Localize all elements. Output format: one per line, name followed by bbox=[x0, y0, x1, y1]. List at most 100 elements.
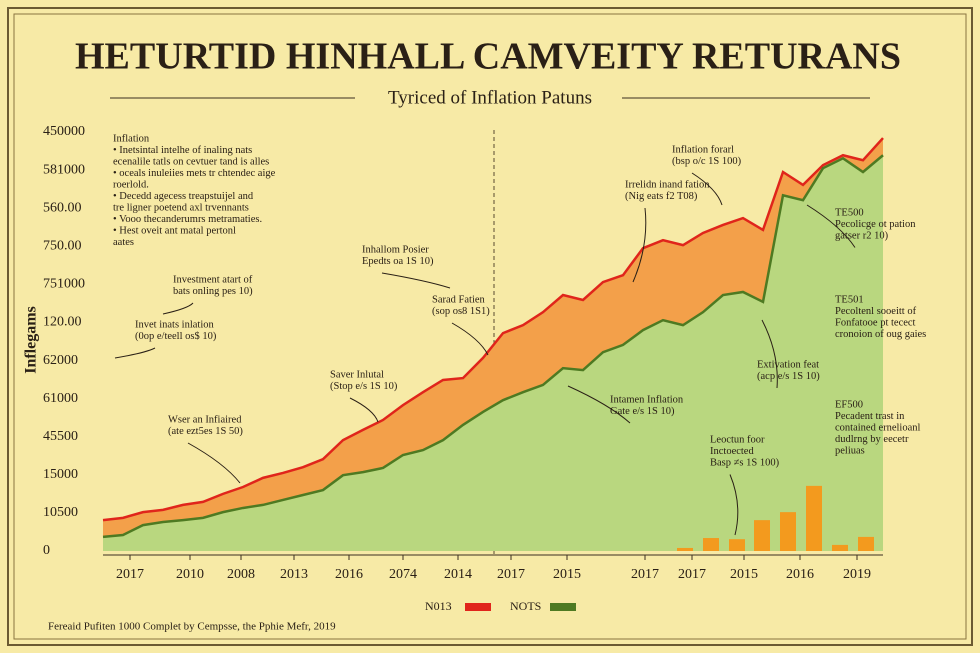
annotation-text: Epedts oa 1S 10) bbox=[362, 256, 434, 267]
x-tick-label: 2017 bbox=[631, 567, 659, 582]
y-tick-label: 61000 bbox=[43, 391, 78, 406]
annotation-box bbox=[109, 131, 284, 231]
line bbox=[102, 137, 884, 522]
annotation-text: (Stop e/s 1S 10) bbox=[330, 381, 398, 392]
annotation-text: Inflation bbox=[113, 133, 150, 144]
y-tick-label: 45500 bbox=[43, 429, 78, 444]
bar bbox=[832, 544, 848, 551]
annotation-text: Investment atart of bbox=[173, 274, 253, 285]
x-tick-label: 2013 bbox=[280, 567, 308, 582]
annotation-text: tre ligner poetend axl trvennants bbox=[113, 202, 249, 213]
x-tick-label: 2017 bbox=[497, 567, 525, 582]
annotation-arrow bbox=[187, 442, 241, 484]
annotation-arrow bbox=[761, 319, 778, 389]
chart-subtitle: Tyriced of Inflation Patuns bbox=[388, 87, 592, 108]
x-tick-label: 2074 bbox=[389, 567, 417, 582]
annotation-text: Pecolicge ot pation bbox=[835, 219, 916, 230]
y-tick-label: 62000 bbox=[43, 353, 78, 368]
annotation-text: • Inetsintal intelhe of inaling nats bbox=[113, 145, 252, 156]
annotation-text: Inctoected bbox=[710, 446, 754, 457]
annotation-text: • Hest oveit ant matal pertonl bbox=[113, 225, 236, 236]
annotation-arrow bbox=[381, 272, 451, 289]
annotation-text: Intamen Inflation bbox=[610, 394, 684, 405]
annotation-arrow bbox=[632, 207, 647, 283]
annotation-arrow bbox=[349, 397, 379, 423]
annotation-text: contained ernelioanl bbox=[835, 422, 921, 433]
annotation-text: roerlold. bbox=[113, 179, 149, 190]
bar bbox=[703, 538, 719, 551]
annotation-arrow bbox=[451, 322, 489, 356]
y-tick-label: 15000 bbox=[43, 467, 78, 482]
legend-swatch bbox=[465, 603, 491, 611]
annotation-text: Fonfatooe pt tecect bbox=[835, 317, 916, 328]
annotation-text: gatser r2 10) bbox=[835, 230, 889, 241]
bar bbox=[754, 520, 770, 551]
annotation-text: (0op e/teell os$ 10) bbox=[135, 331, 217, 342]
annotation-text: (ate ezt5es 1S 50) bbox=[168, 426, 243, 437]
bar bbox=[729, 539, 745, 551]
annotation-text: bats onling pes 10) bbox=[173, 286, 253, 297]
chart-title: HETURTID HINHALL CAMVEITY RETURANS bbox=[75, 36, 901, 78]
annotation-text: (Nig eats f2 T08) bbox=[625, 191, 698, 202]
annotation-text: Irrelidn inand fation bbox=[625, 179, 710, 190]
annotation-text: • oceals inuleiies mets tr chtendec aige bbox=[113, 168, 276, 179]
annotation-text: Inhallom Posier bbox=[362, 244, 429, 255]
footer: Fereaid Pufiten 1000 Complet by Cempsse,… bbox=[48, 621, 336, 633]
annotation-text: Sarad Fatien bbox=[432, 294, 486, 305]
annotation-arrow bbox=[114, 347, 156, 359]
bar bbox=[780, 512, 796, 551]
annotation-text: aates bbox=[113, 237, 134, 248]
line bbox=[102, 154, 884, 539]
annotation-text: peliuas bbox=[835, 445, 865, 456]
legend-label: N013 bbox=[425, 599, 452, 613]
annotation-text: Saver Inlutal bbox=[330, 369, 384, 380]
annotation-text: Invet inats inlation bbox=[135, 319, 214, 330]
annotation-text: Inflation forarl bbox=[672, 144, 734, 155]
y-tick-label: 560.00 bbox=[43, 200, 82, 215]
annotation-text: Pecadent trast in bbox=[835, 411, 905, 422]
x-tick-label: 2010 bbox=[176, 567, 204, 582]
y-tick-label: 0 bbox=[43, 543, 50, 558]
annotation-arrow bbox=[162, 302, 194, 315]
frame-inner bbox=[13, 13, 967, 640]
area bbox=[103, 155, 883, 551]
annotation-text: (bsp o/c 1S 100) bbox=[672, 156, 742, 167]
x-tick-label: 2019 bbox=[843, 567, 871, 582]
x-tick-label: 2017 bbox=[116, 567, 144, 582]
annotation-text: TE501 bbox=[835, 294, 864, 305]
legend-swatch bbox=[550, 603, 576, 611]
annotation-arrow bbox=[729, 474, 739, 536]
x-tick-label: 2008 bbox=[227, 567, 255, 582]
annotation-text: (acp e/s 1S 10) bbox=[757, 371, 820, 382]
annotation-arrow bbox=[567, 385, 631, 424]
x-tick-label: 2015 bbox=[553, 567, 581, 582]
y-axis-label: Inflegams bbox=[23, 306, 40, 374]
x-tick-label: 2014 bbox=[444, 567, 472, 582]
annotation-text: Wser an Infiaired bbox=[168, 414, 242, 425]
bar bbox=[806, 485, 822, 551]
y-tick-label: 120.00 bbox=[43, 315, 82, 330]
bar bbox=[858, 536, 874, 551]
annotation-text: Basp ≠s 1S 100) bbox=[710, 457, 780, 468]
legend-label: NOTS bbox=[510, 599, 541, 613]
x-tick-label: 2017 bbox=[678, 567, 706, 582]
annotation-text: dudlrng by eecetr bbox=[835, 434, 909, 445]
frame bbox=[7, 7, 973, 646]
annotation-arrow bbox=[806, 204, 856, 248]
annotation-text: • Decedd agecess treapstuijel and bbox=[113, 191, 254, 202]
x-tick-label: 2015 bbox=[730, 567, 758, 582]
annotation-text: • Vooo thecanderumrs metramaties. bbox=[113, 214, 262, 225]
y-tick-label: 751000 bbox=[43, 277, 85, 292]
bar bbox=[677, 547, 693, 551]
y-tick-label: 581000 bbox=[43, 162, 85, 177]
annotation-text: cronoion of oug gaies bbox=[835, 329, 926, 340]
x-tick-label: 2016 bbox=[335, 567, 363, 582]
annotation-text: Pecoltenl sooeitt of bbox=[835, 306, 917, 317]
annotation-text: Gate e/s 1S 10) bbox=[610, 406, 675, 417]
y-tick-label: 10500 bbox=[43, 505, 78, 520]
annotation-arrow bbox=[691, 172, 723, 206]
annotation-text: Leoctun foor bbox=[710, 434, 765, 445]
annotation-text: TE500 bbox=[835, 207, 864, 218]
y-tick-label: 750.00 bbox=[43, 238, 82, 253]
